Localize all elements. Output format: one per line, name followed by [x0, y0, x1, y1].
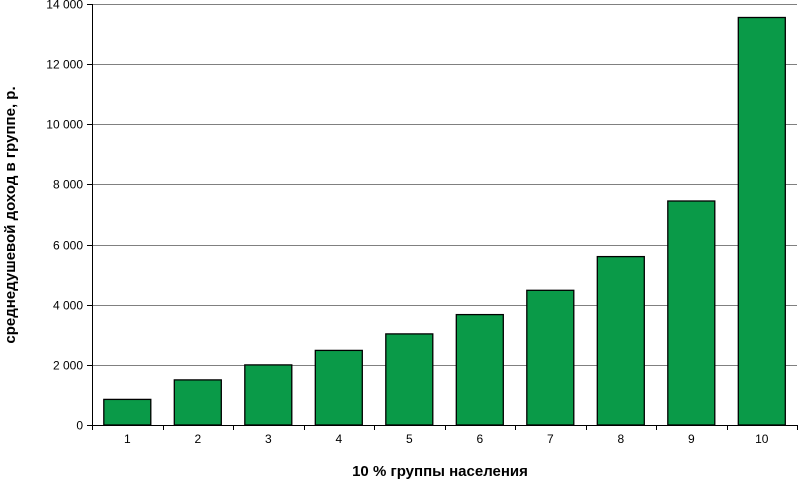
x-tick-label: 4: [335, 432, 342, 446]
bar: [244, 364, 293, 426]
y-tick-label: 8 000: [53, 178, 83, 192]
x-tick-label: 6: [476, 432, 483, 446]
x-tick-label: 3: [265, 432, 272, 446]
y-tick-label: 10 000: [46, 118, 83, 132]
bar: [314, 349, 363, 426]
gridlines: [92, 4, 797, 366]
x-axis-title: 10 % группы населения: [352, 463, 528, 480]
y-tick-label: 6 000: [53, 239, 83, 253]
bar: [596, 255, 645, 426]
y-tick-label: 2 000: [53, 359, 83, 373]
bar: [667, 200, 716, 426]
x-tick-label: 9: [688, 432, 695, 446]
bar: [103, 398, 152, 426]
y-axis-ticks: 0 2 000 4 000 6 000 8 000 10 000 12 000 14 000: [46, 0, 92, 433]
x-axis-ticks: 1 2 3 4 5 6 7 8 9 10: [92, 425, 798, 446]
y-axis-title: среднедушевой доход в группе, р.: [2, 86, 19, 343]
y-tick-label: 4 000: [53, 299, 83, 313]
y-tick-label: 12 000: [46, 58, 83, 72]
bar: [173, 379, 222, 426]
bar: [737, 16, 786, 426]
bar: [385, 333, 434, 426]
bar: [455, 313, 504, 426]
y-tick-label: 0: [76, 419, 83, 433]
bars: [103, 16, 786, 426]
x-tick-label: 7: [547, 432, 554, 446]
x-tick-label: 2: [194, 432, 201, 446]
x-tick-label: 5: [406, 432, 413, 446]
x-tick-label: 8: [617, 432, 624, 446]
y-tick-label: 14 000: [46, 0, 83, 12]
x-tick-label: 1: [124, 432, 131, 446]
x-tick-label: 10: [755, 432, 769, 446]
bar: [526, 289, 575, 426]
